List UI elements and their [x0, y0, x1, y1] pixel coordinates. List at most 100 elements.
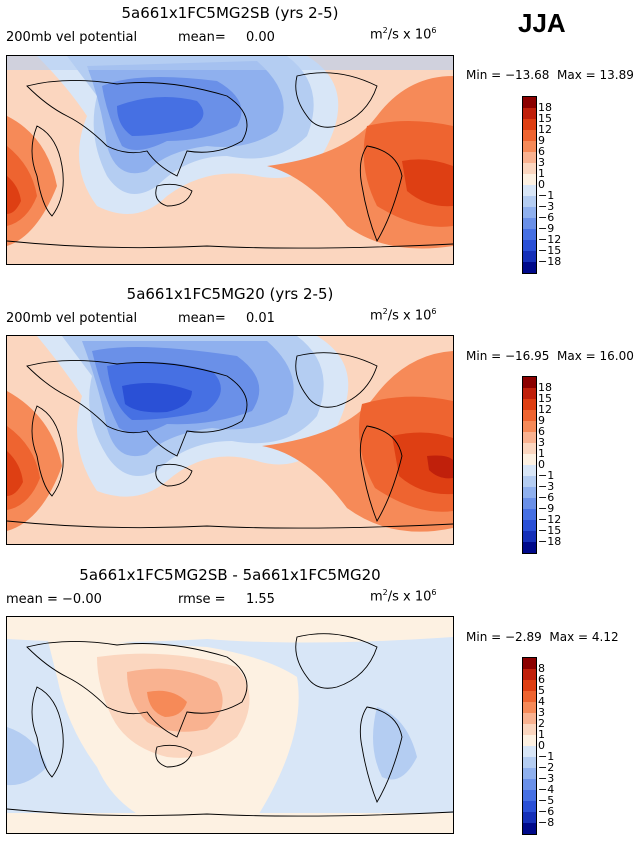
colorbar-swatch [523, 410, 536, 422]
colorbar-swatch [523, 240, 536, 252]
panel3-colorbar [522, 657, 537, 835]
colorbar-swatch [523, 691, 536, 703]
colorbar-tick-label: −3 [538, 200, 555, 213]
colorbar-swatch [523, 757, 536, 769]
colorbar-swatch [523, 680, 536, 692]
colorbar-tick-label: −5 [538, 794, 555, 807]
colorbar-tick-label: −3 [538, 772, 555, 785]
colorbar-swatch [523, 141, 536, 153]
panel3-map [6, 616, 454, 834]
colorbar-swatch [523, 454, 536, 466]
colorbar-swatch [523, 669, 536, 681]
colorbar-tick-label: 6 [538, 673, 545, 686]
colorbar-swatch [523, 476, 536, 488]
panel2-mean-label: mean= [178, 311, 226, 326]
colorbar-swatch [523, 229, 536, 241]
colorbar-swatch [523, 432, 536, 444]
colorbar-swatch [523, 801, 536, 813]
colorbar-tick-label: −6 [538, 805, 555, 818]
colorbar-tick-label: −3 [538, 480, 555, 493]
colorbar-swatch [523, 443, 536, 455]
colorbar-swatch [523, 465, 536, 477]
colorbar-tick-label: 3 [538, 436, 545, 449]
colorbar-tick-label: 12 [538, 123, 552, 136]
colorbar-tick-label: 1 [538, 447, 545, 460]
colorbar-tick-label: 1 [538, 167, 545, 180]
colorbar-tick-label: −12 [538, 513, 562, 526]
colorbar-swatch [523, 218, 536, 230]
colorbar-tick-label: 15 [538, 392, 552, 405]
colorbar-tick-label: 4 [538, 695, 545, 708]
panel3-min-max: Min = −2.89 Max = 4.12 [466, 630, 619, 644]
colorbar-tick-label: 0 [538, 178, 545, 191]
colorbar-swatch [523, 152, 536, 164]
colorbar-tick-label: −15 [538, 524, 562, 537]
panel3-rmse-value: 1.55 [246, 592, 275, 607]
colorbar-swatch [523, 498, 536, 510]
colorbar-swatch [523, 251, 536, 263]
colorbar-swatch [523, 97, 536, 109]
colorbar-tick-label: −2 [538, 761, 555, 774]
panel1-map [6, 55, 454, 265]
panel1-colorbar-swatches [523, 97, 536, 273]
colorbar-swatch [523, 185, 536, 197]
colorbar-tick-label: 0 [538, 458, 545, 471]
colorbar-swatch [523, 702, 536, 714]
colorbar-swatch [523, 542, 536, 553]
colorbar-tick-label: 12 [538, 403, 552, 416]
colorbar-swatch [523, 779, 536, 791]
colorbar-swatch [523, 768, 536, 780]
colorbar-swatch [523, 174, 536, 186]
colorbar-swatch [523, 520, 536, 532]
colorbar-tick-label: −9 [538, 222, 555, 235]
panel3-colorbar-swatches [523, 658, 536, 834]
colorbar-tick-label: 18 [538, 381, 552, 394]
panel2-min-max: Min = −16.95 Max = 16.00 [466, 349, 634, 363]
colorbar-tick-label: 8 [538, 662, 545, 675]
colorbar-swatch [523, 399, 536, 411]
panel3-mean-text: mean = −0.00 [6, 592, 102, 607]
colorbar-swatch [523, 746, 536, 758]
colorbar-tick-label: −18 [538, 535, 562, 548]
colorbar-tick-label: −1 [538, 469, 555, 482]
colorbar-tick-label: −1 [538, 750, 555, 763]
panel1-colorbar [522, 96, 537, 274]
colorbar-swatch [523, 119, 536, 131]
colorbar-swatch [523, 509, 536, 521]
colorbar-tick-label: 6 [538, 145, 545, 158]
colorbar-swatch [523, 658, 536, 670]
colorbar-swatch [523, 713, 536, 725]
panel3-rmse-label: rmse = [178, 592, 226, 607]
colorbar-tick-label: 1 [538, 728, 545, 741]
colorbar-swatch [523, 207, 536, 219]
panel2-colorbar [522, 376, 537, 554]
panel3-units: m2/s x 106 [370, 588, 437, 605]
panel2-mean-value: 0.01 [246, 311, 275, 326]
panel1-mean-value: 0.00 [246, 30, 275, 45]
colorbar-tick-label: 3 [538, 706, 545, 719]
panel2-units: m2/s x 106 [370, 307, 437, 324]
colorbar-swatch [523, 262, 536, 273]
panel2-colorbar-swatches [523, 377, 536, 553]
colorbar-tick-label: 3 [538, 156, 545, 169]
colorbar-swatch [523, 377, 536, 389]
colorbar-swatch [523, 823, 536, 834]
colorbar-tick-label: −12 [538, 233, 562, 246]
colorbar-tick-label: −6 [538, 491, 555, 504]
panel2-contour-field [7, 336, 453, 544]
panel3-contour-field [7, 617, 453, 833]
panel2-map [6, 335, 454, 545]
colorbar-tick-label: −9 [538, 502, 555, 515]
panel3-title: 5a661x1FC5MG2SB - 5a661x1FC5MG20 [79, 566, 381, 584]
colorbar-swatch [523, 196, 536, 208]
colorbar-swatch [523, 487, 536, 499]
colorbar-tick-label: −4 [538, 783, 555, 796]
colorbar-tick-label: −18 [538, 255, 562, 268]
colorbar-swatch [523, 388, 536, 400]
colorbar-swatch [523, 163, 536, 175]
colorbar-swatch [523, 130, 536, 142]
panel1-min-max: Min = −13.68 Max = 13.89 [466, 68, 634, 82]
panel2-variable-label: 200mb vel potential [6, 311, 138, 326]
colorbar-swatch [523, 735, 536, 747]
panel2-title: 5a661x1FC5MG20 (yrs 2-5) [126, 285, 334, 303]
